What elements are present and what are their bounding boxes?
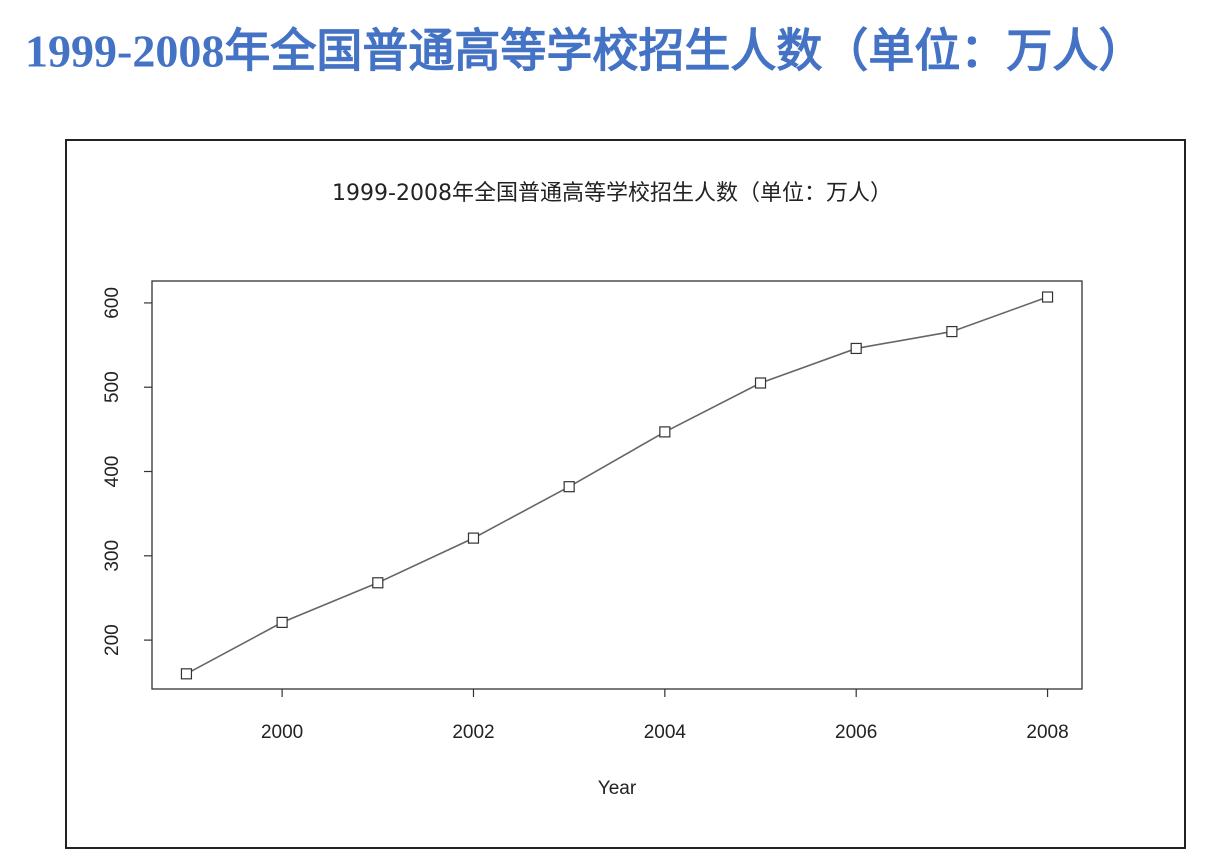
x-tick-label: 2000	[261, 722, 303, 743]
point-marker	[946, 325, 958, 338]
y-tick-label: 400	[102, 456, 123, 488]
point-marker	[180, 668, 193, 680]
point-marker	[659, 426, 671, 438]
point-marker	[1041, 291, 1054, 303]
data-line	[186, 296, 1048, 675]
point-marker	[563, 481, 575, 493]
y-tick-label: 300	[102, 540, 123, 572]
x-tick-label: 2002	[452, 722, 494, 743]
chart-frame	[65, 139, 1186, 849]
x-axis-label: Year	[598, 778, 637, 799]
chart-title: 1999-2008年全国普通高等学校招生人数（单位：万人）	[332, 181, 892, 206]
y-tick-label: 200	[102, 624, 123, 656]
point-marker	[467, 532, 480, 544]
x-tick-label: 2006	[835, 722, 877, 743]
plot-box	[151, 280, 1083, 690]
point-marker	[754, 377, 767, 389]
y-tick-label: 500	[102, 371, 123, 403]
y-tick-label: 600	[102, 287, 123, 319]
point-marker	[276, 616, 288, 629]
point-marker	[372, 577, 384, 589]
x-tick-label: 2004	[644, 722, 687, 743]
slide-title: 1999-2008年全国普通高等学校招生人数（单位：万人）	[25, 26, 1144, 77]
point-marker	[850, 342, 862, 355]
x-tick-label: 2008	[1026, 722, 1068, 743]
